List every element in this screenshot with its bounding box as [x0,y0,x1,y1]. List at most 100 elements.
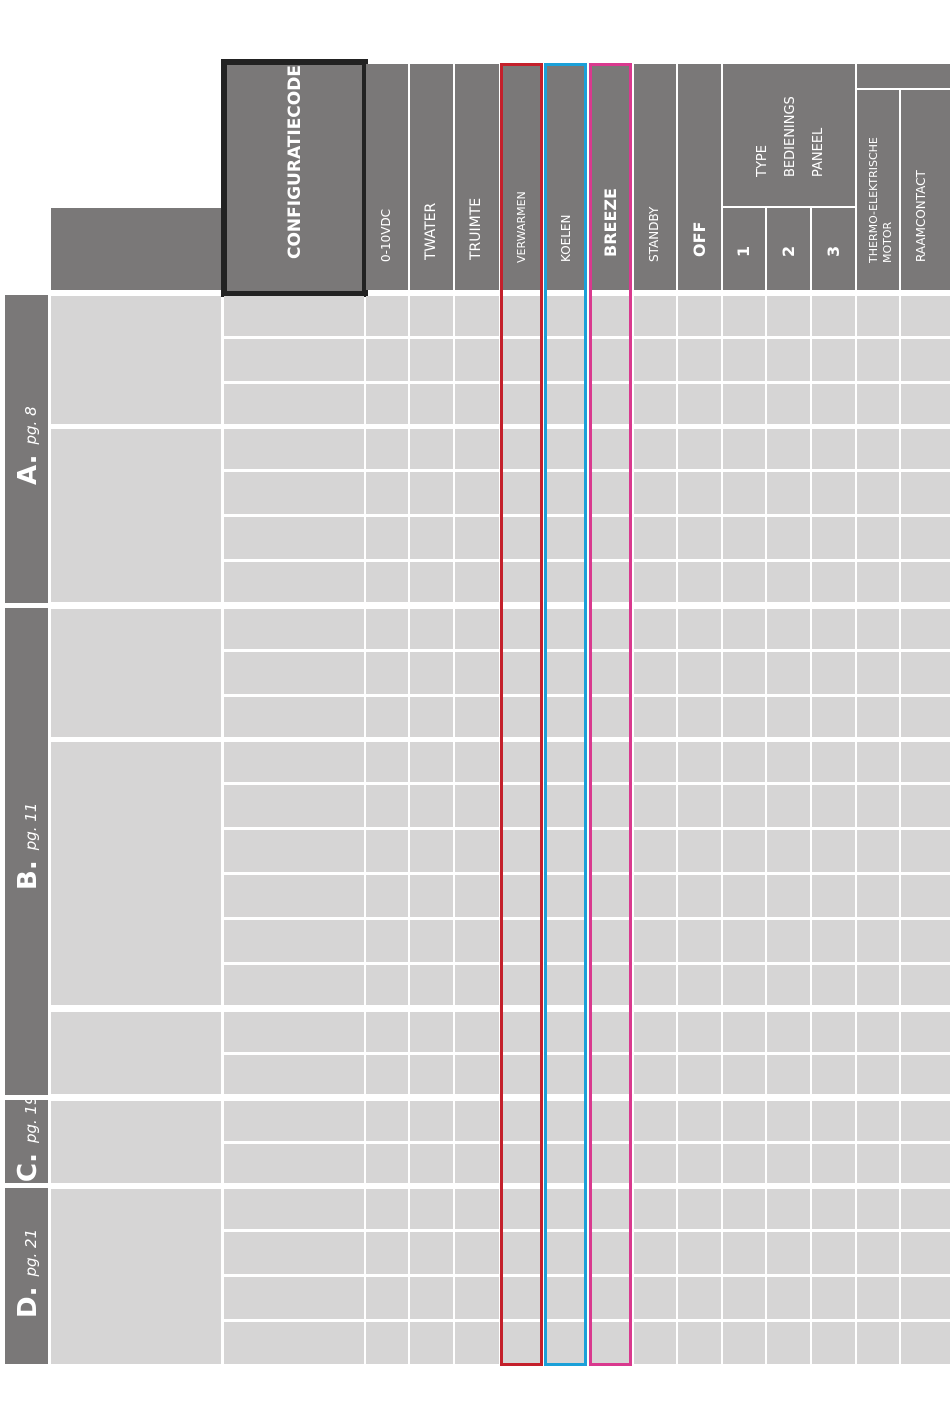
table-cell [545,562,586,602]
table-cell [366,1055,408,1094]
table-cell [455,652,499,694]
col-label-thermo-line1: THERMO-ELEKTRISCHE [867,137,880,263]
table-cell [366,1232,408,1274]
section-letter-b: B. [13,860,43,890]
table-cell [366,517,408,559]
table-cell [590,830,631,872]
table-cell [224,742,364,782]
table-cell [812,1144,855,1183]
table-cell [678,697,721,737]
table-cell [366,1277,408,1319]
table-cell [812,562,855,602]
table-cell [678,1232,721,1274]
table-cell [767,429,810,469]
table-cell [767,785,810,827]
table-cell [901,429,950,469]
table-cell [590,697,631,737]
table-cell [857,1012,899,1052]
table-cell [501,384,542,424]
table-cell [767,472,810,514]
table-cell [410,965,453,1005]
table-cell [812,920,855,962]
table-cell [545,920,586,962]
table-cell [812,517,855,559]
table-cell [857,1055,899,1094]
table-cell [366,875,408,917]
table-cell [901,652,950,694]
table-cell [812,1232,855,1274]
table-cell [590,562,631,602]
table-cell [224,652,364,694]
table-cell [901,1277,950,1319]
table-cell [224,875,364,917]
col-header-koelen: KOELEN [545,64,586,290]
col-label-panel-3: 3 [823,245,843,257]
table-cell [224,965,364,1005]
table-cell [455,742,499,782]
table-cell [723,742,765,782]
table-cell [410,384,453,424]
table-cell [590,429,631,469]
table-cell [455,429,499,469]
table-cell [723,965,765,1005]
table-cell [857,429,899,469]
table-cell [501,1322,542,1364]
table-cell [590,920,631,962]
table-cell [455,1322,499,1364]
table-cell [767,652,810,694]
table-cell [634,1101,676,1141]
table-cell [767,1232,810,1274]
table-cell [501,830,542,872]
table-cell [901,1012,950,1052]
table-cell [723,785,765,827]
table-cell [455,384,499,424]
table-cell [767,920,810,962]
table-cell [634,830,676,872]
section-page-a: pg. 8 [22,406,40,445]
table-cell [857,472,899,514]
table-cell [857,1101,899,1141]
table-cell [767,1189,810,1229]
table-cell [678,296,721,336]
table-cell [857,1322,899,1364]
table-cell [678,742,721,782]
table-cell [455,1101,499,1141]
table-cell [501,562,542,602]
table-cell [767,1055,810,1094]
table-cell [767,1012,810,1052]
table-cell [590,1232,631,1274]
table-cell [455,785,499,827]
table-cell [590,384,631,424]
table-cell [678,1322,721,1364]
table-cell [634,1055,676,1094]
table-cell [410,296,453,336]
table-cell [366,697,408,737]
table-cell [678,384,721,424]
section-band-b: B. pg. 11 [5,608,48,1095]
section-band-a: A. pg. 8 [5,295,48,603]
table-cell [678,1189,721,1229]
table-cell [857,875,899,917]
table-cell [857,517,899,559]
table-cell [812,1277,855,1319]
table-cell [901,609,950,649]
table-cell [224,517,364,559]
table-cell [767,562,810,602]
table-cell [812,384,855,424]
table-cell [857,830,899,872]
table-cell [545,785,586,827]
col-header-panel-3: 3 [812,208,855,290]
table-cell [678,830,721,872]
table-cell [634,472,676,514]
table-cell [410,875,453,917]
table-cell [723,609,765,649]
panel-group-header: TYPE BEDIENINGS PANEEL [723,64,855,206]
table-cell [501,1144,542,1183]
table-cell [723,1055,765,1094]
table-cell [410,517,453,559]
panel-group-line1: TYPE [755,145,770,177]
table-cell [224,472,364,514]
section-label-a: A. pg. 8 [13,406,43,485]
table-cell [545,472,586,514]
table-cell [455,875,499,917]
